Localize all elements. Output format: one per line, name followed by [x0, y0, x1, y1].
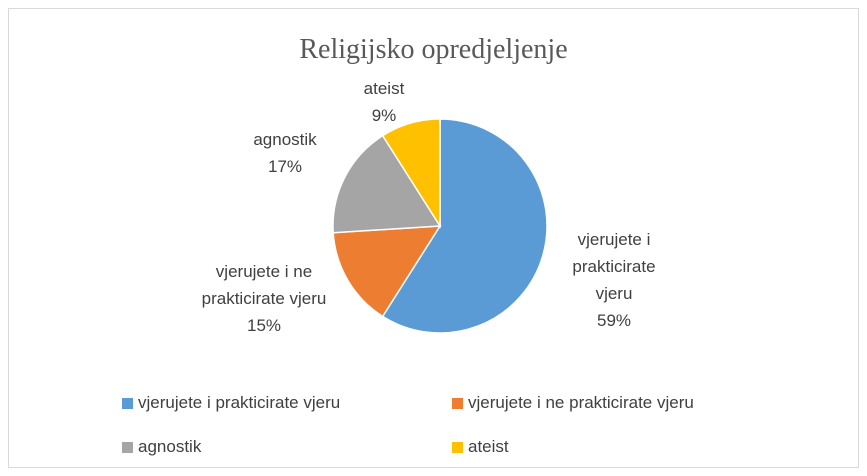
legend-item: vjerujete i ne prakticirate vjeru [452, 393, 694, 413]
data-label: vjerujete i prakticirate vjeru 59% [559, 226, 669, 334]
legend-item: vjerujete i prakticirate vjeru [122, 393, 340, 413]
chart-title: Religijsko opredjeljenje [299, 34, 568, 65]
data-label-value: 59% [596, 311, 632, 330]
data-label-name: ateist [363, 79, 405, 98]
data-label: agnostik 17% [230, 126, 340, 180]
legend-item: agnostik [122, 437, 201, 457]
pie-slice [381, 118, 441, 229]
data-label-name: vjerujete i ne prakticirate vjeru [201, 262, 327, 308]
data-label-name: agnostik [253, 130, 317, 149]
legend-swatch [452, 441, 463, 453]
data-label: ateist 9% [344, 75, 424, 129]
data-label: vjerujete i ne prakticirate vjeru 15% [194, 258, 334, 339]
legend-item: ateist [452, 437, 509, 457]
legend-swatch [122, 441, 133, 453]
pie-slice [332, 225, 442, 318]
legend-label: ateist [468, 437, 509, 456]
data-label-value: 9% [371, 106, 397, 125]
data-label-value: 15% [246, 316, 282, 335]
pie-slice [332, 134, 442, 234]
data-label-value: 17% [267, 157, 303, 176]
data-label-name: vjerujete i prakticirate vjeru [572, 230, 656, 303]
legend-label: agnostik [138, 437, 202, 456]
legend-swatch [122, 397, 133, 409]
pie [332, 118, 548, 334]
legend-swatch [452, 397, 463, 409]
pie-slice [381, 118, 548, 334]
legend-label: vjerujete i prakticirate vjeru [138, 393, 341, 412]
legend-label: vjerujete i ne prakticirate vjeru [468, 393, 694, 412]
